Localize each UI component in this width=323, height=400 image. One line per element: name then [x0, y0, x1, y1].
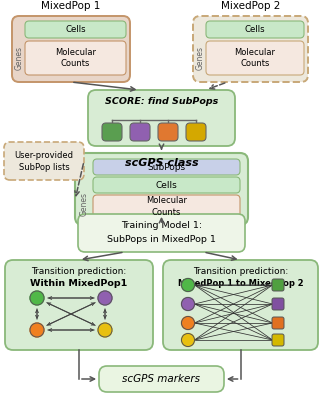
Text: MixedPop 1: MixedPop 1 [41, 1, 101, 11]
Text: Training Model 1:: Training Model 1: [121, 222, 202, 230]
Text: SubPop lists: SubPop lists [19, 162, 69, 172]
FancyBboxPatch shape [99, 366, 224, 392]
FancyBboxPatch shape [4, 142, 84, 180]
FancyBboxPatch shape [75, 153, 248, 225]
FancyBboxPatch shape [206, 41, 304, 75]
FancyBboxPatch shape [93, 177, 240, 193]
FancyBboxPatch shape [93, 159, 240, 175]
Text: Molecular
Counts: Molecular Counts [55, 48, 96, 68]
Circle shape [30, 323, 44, 337]
FancyBboxPatch shape [12, 16, 130, 82]
FancyBboxPatch shape [272, 298, 284, 310]
FancyBboxPatch shape [193, 16, 308, 82]
Text: Transition prediction:: Transition prediction: [31, 266, 127, 276]
FancyBboxPatch shape [102, 123, 122, 141]
FancyBboxPatch shape [272, 317, 284, 329]
Circle shape [182, 316, 194, 330]
FancyBboxPatch shape [93, 195, 240, 218]
FancyBboxPatch shape [25, 21, 126, 38]
FancyBboxPatch shape [5, 260, 153, 350]
Circle shape [182, 334, 194, 346]
FancyBboxPatch shape [272, 334, 284, 346]
FancyBboxPatch shape [206, 21, 304, 38]
Text: Transition prediction:: Transition prediction: [193, 266, 288, 276]
Text: Molecular
Counts: Molecular Counts [234, 48, 276, 68]
Text: Cells: Cells [245, 25, 265, 34]
Circle shape [182, 278, 194, 292]
Text: Molecular
Counts: Molecular Counts [146, 196, 187, 216]
FancyBboxPatch shape [78, 214, 245, 252]
Text: SubPops in MixedPop 1: SubPops in MixedPop 1 [107, 236, 216, 244]
Text: Genes: Genes [15, 46, 24, 70]
Text: Genes: Genes [79, 192, 89, 216]
FancyBboxPatch shape [272, 279, 284, 291]
Circle shape [98, 323, 112, 337]
Text: SubPops: SubPops [147, 162, 185, 172]
FancyBboxPatch shape [130, 123, 150, 141]
Text: Within MixedPop1: Within MixedPop1 [30, 278, 128, 288]
Text: scGPS markers: scGPS markers [122, 374, 201, 384]
Text: Cells: Cells [156, 180, 177, 190]
Text: SCORE: find SubPops: SCORE: find SubPops [105, 96, 218, 106]
FancyBboxPatch shape [88, 90, 235, 146]
FancyBboxPatch shape [186, 123, 206, 141]
Circle shape [30, 291, 44, 305]
FancyBboxPatch shape [163, 260, 318, 350]
Circle shape [182, 298, 194, 310]
Text: User-provided: User-provided [15, 150, 74, 160]
Text: MixedPop 2: MixedPop 2 [221, 1, 280, 11]
Text: scGPS class: scGPS class [125, 158, 198, 168]
FancyBboxPatch shape [25, 41, 126, 75]
Text: MixedPop 1 to MixedPop 2: MixedPop 1 to MixedPop 2 [178, 278, 303, 288]
Text: Cells: Cells [65, 25, 86, 34]
FancyBboxPatch shape [158, 123, 178, 141]
Text: Genes: Genes [195, 46, 204, 70]
Circle shape [98, 291, 112, 305]
